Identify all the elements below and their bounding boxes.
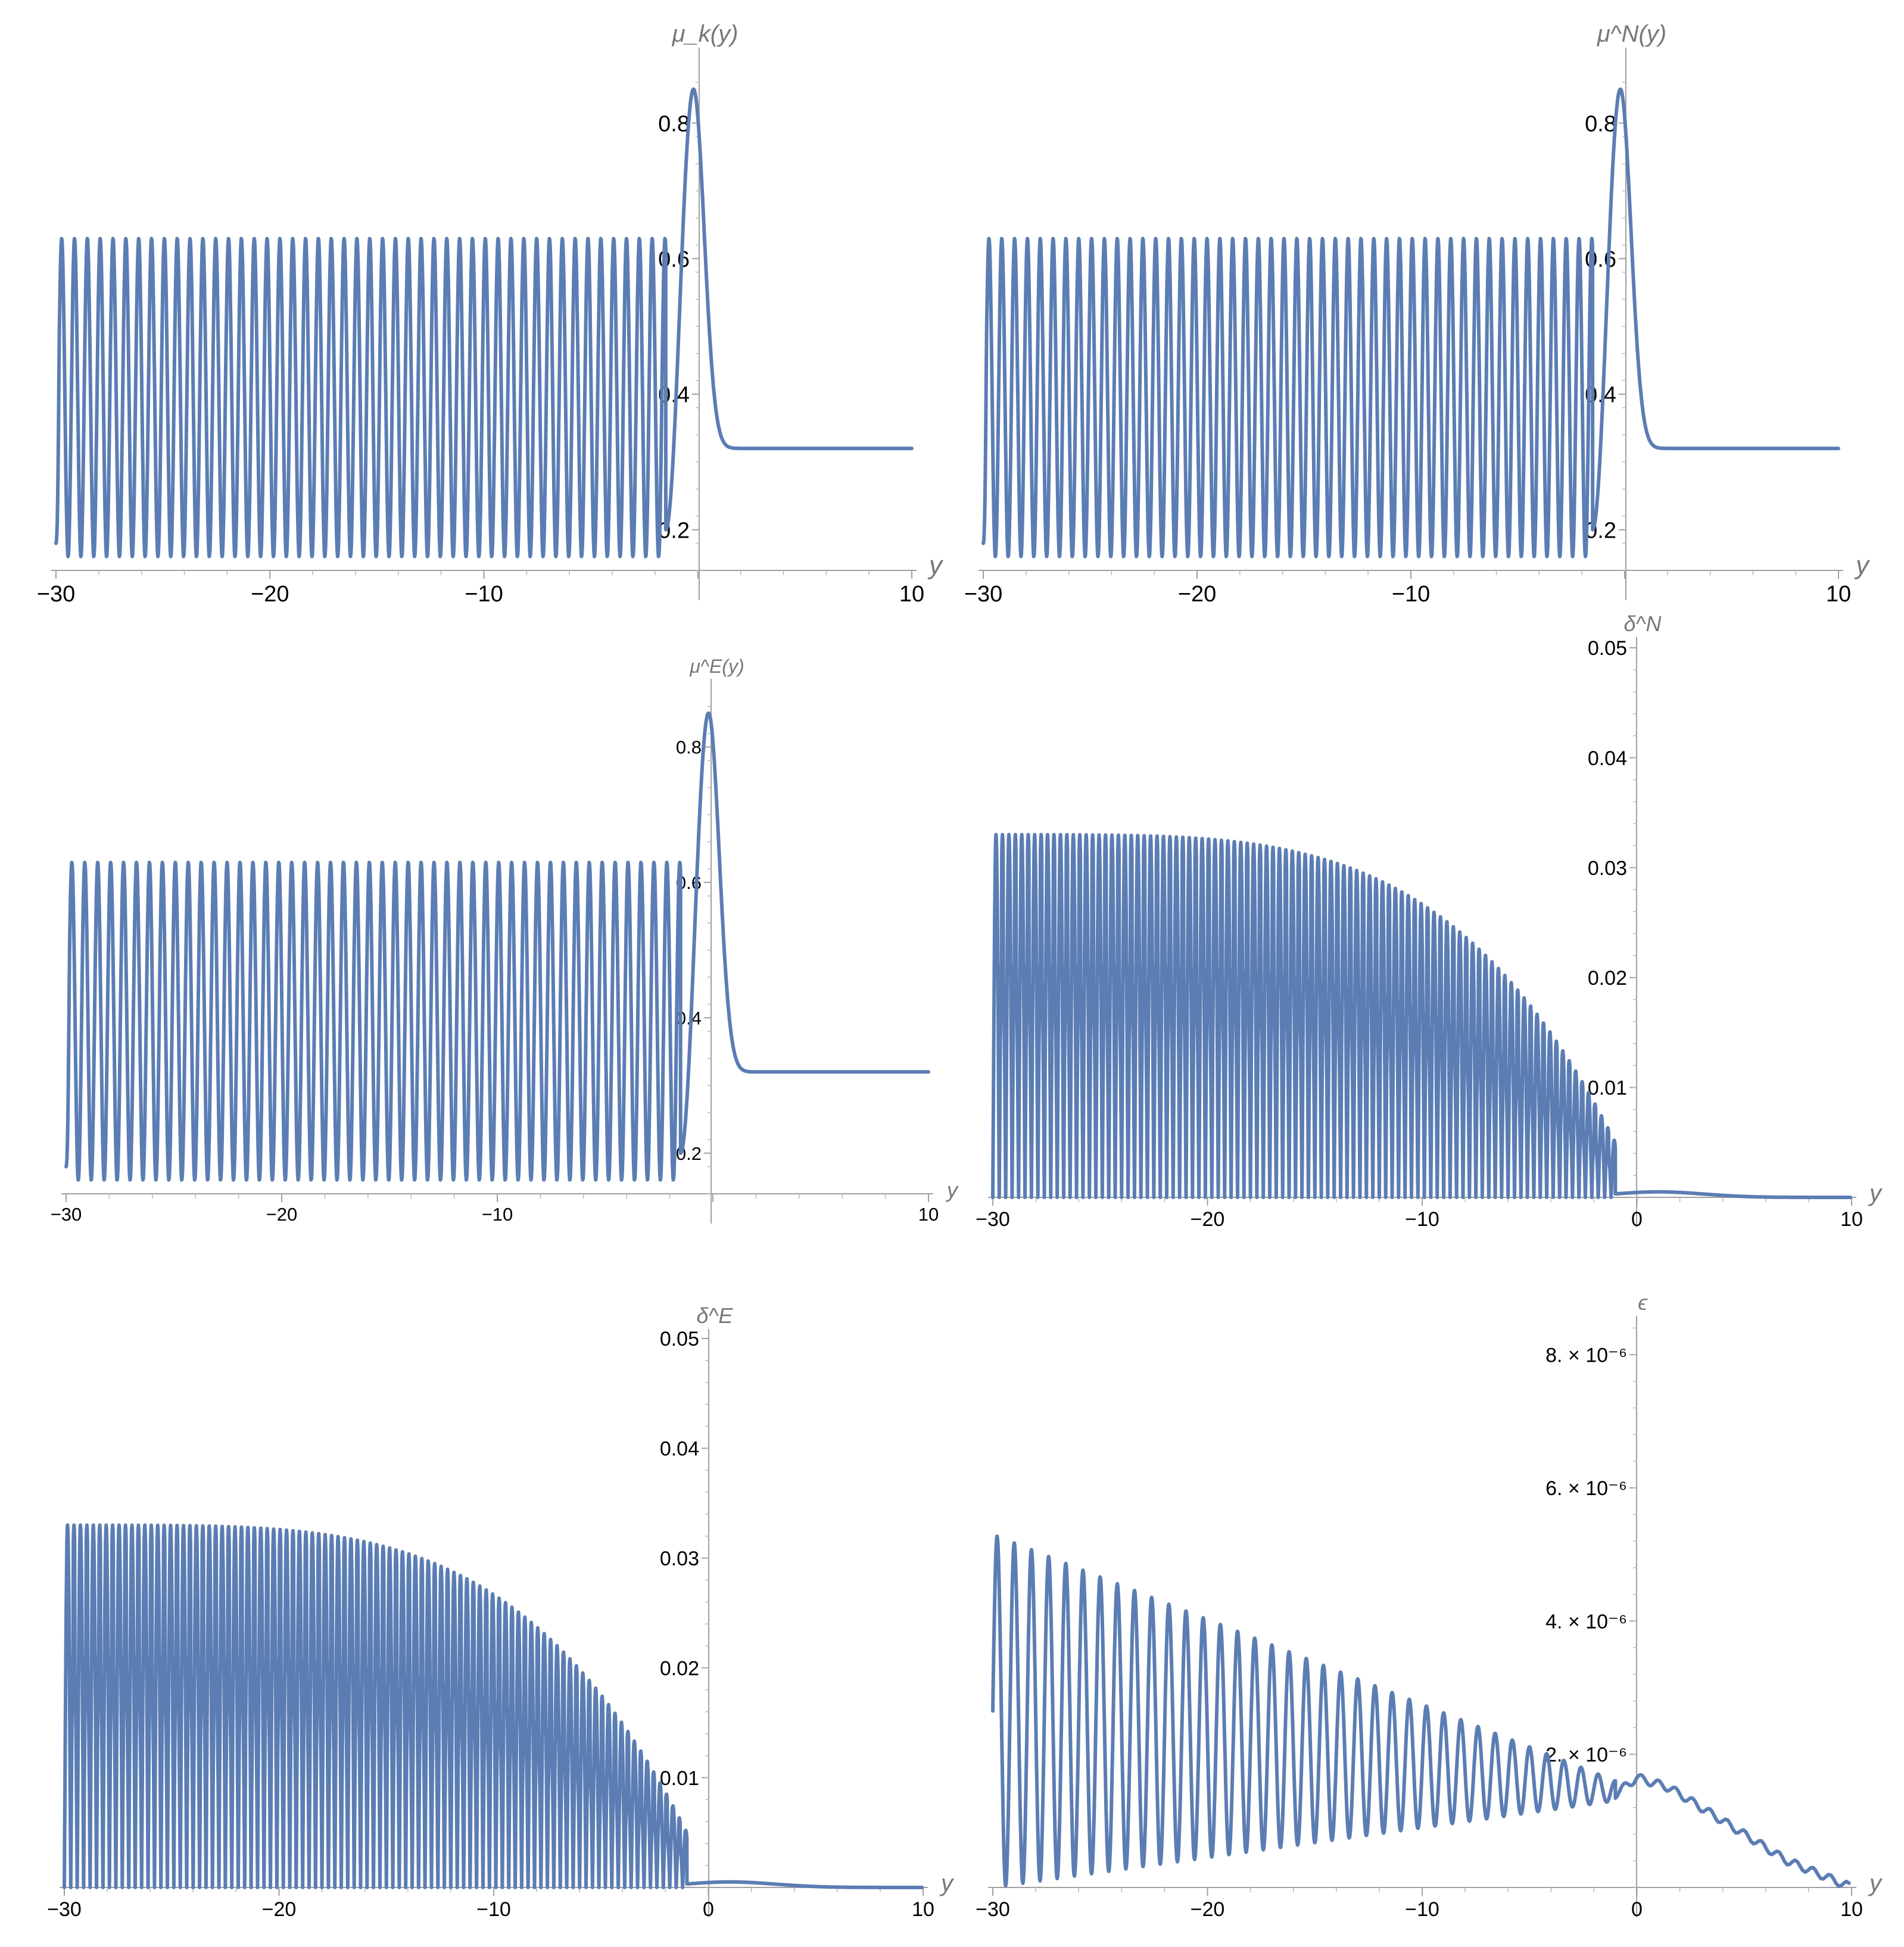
x-axis-label: y (1868, 1870, 1883, 1896)
chart-panel-mu-e: −30 −20 −10 100.20.40.60.8yμ^E(y) (51, 656, 959, 1225)
y-tick-label: 0.8 (1585, 111, 1616, 136)
chart-panel-epsilon: −30 −20 −10 0 10 2. × 10⁻⁶ 4. × 10⁻⁶ 6. × 10⁻⁶ 8… (976, 1290, 1883, 1921)
series-line (63, 1523, 924, 1889)
x-tick-label: 0 (1631, 1208, 1643, 1231)
x-tick-label: −10 (482, 1204, 513, 1225)
x-axis-label: y (927, 551, 944, 580)
x-tick-label: −30 (976, 1898, 1010, 1921)
x-tick-label: −20 (251, 582, 289, 607)
y-axis-label: μ^N(y) (1597, 21, 1666, 47)
y-tick-label: 0.02 (660, 1657, 699, 1680)
x-tick-label: −10 (465, 582, 503, 607)
x-tick-label: −30 (37, 582, 75, 607)
x-tick-label: −20 (1191, 1208, 1225, 1231)
y-tick-label: 0.05 (1588, 637, 1627, 660)
x-tick-label: −10 (476, 1898, 511, 1921)
x-axis-label: y (1868, 1180, 1883, 1206)
y-axis-label: δ^E (697, 1303, 734, 1328)
x-tick-label: −30 (51, 1204, 82, 1225)
y-axis-label: δ^N (1624, 611, 1662, 636)
y-tick-label: 0.04 (1588, 747, 1627, 770)
y-tick-label: 0.8 (658, 111, 690, 136)
series-line (54, 87, 914, 558)
y-tick-label: 0.02 (1588, 967, 1627, 990)
x-tick-label: 10 (1840, 1208, 1863, 1231)
x-tick-label: −10 (1392, 582, 1430, 607)
y-tick-label: 0.8 (676, 737, 702, 758)
chart-panel-mu-n: −30 −20 −10 100.20.40.60.8yμ^N(y) (964, 21, 1871, 607)
x-tick-label: −10 (1405, 1898, 1439, 1921)
x-axis-label: y (939, 1870, 955, 1896)
x-tick-label: 10 (899, 582, 924, 607)
y-tick-label: 6. × 10⁻⁶ (1545, 1477, 1627, 1500)
x-tick-label: −20 (266, 1204, 298, 1225)
y-tick-label: 0.01 (1588, 1077, 1627, 1100)
x-tick-label: −30 (976, 1208, 1010, 1231)
x-tick-label: −20 (262, 1898, 297, 1921)
series-line (981, 87, 1840, 558)
x-axis-label: y (945, 1178, 959, 1202)
series-line (64, 711, 930, 1182)
chart-panel-delta-e: −30 −20 −10 0 10 0.01 0.02 0.03 0.04 0.05 y δ^E (47, 1303, 955, 1921)
x-tick-label: 0 (703, 1898, 714, 1921)
y-axis-label: μ_k(y) (672, 21, 738, 47)
y-axis-label: μ^E(y) (689, 656, 744, 677)
y-tick-label: 8. × 10⁻⁶ (1545, 1344, 1627, 1366)
y-tick-label: 0.2 (1585, 518, 1616, 543)
y-tick-label: 4. × 10⁻⁶ (1545, 1611, 1627, 1633)
x-tick-label: −20 (1178, 582, 1216, 607)
x-tick-label: 10 (912, 1898, 934, 1921)
y-tick-label: 2. × 10⁻⁶ (1545, 1744, 1627, 1767)
y-tick-label: 0.01 (660, 1767, 699, 1790)
x-tick-label: −30 (47, 1898, 82, 1921)
y-tick-label: 0.05 (660, 1328, 699, 1350)
x-tick-label: 0 (1631, 1898, 1643, 1921)
y-tick-label: 0.03 (1588, 857, 1627, 879)
y-axis-label: ϵ (1638, 1290, 1648, 1315)
x-tick-label: −10 (1405, 1208, 1439, 1231)
x-tick-label: 10 (918, 1204, 939, 1225)
chart-panel-delta-n: −30 −20 −10 0 10 0.01 0.02 0.03 0.04 0.05 y δ^N (976, 611, 1883, 1231)
y-tick-label: 0.04 (660, 1438, 699, 1461)
y-tick-label: 0.03 (660, 1547, 699, 1570)
x-tick-label: 10 (1840, 1898, 1863, 1921)
chart-panel-mu-k: −30 −20 −10 100.20.40.60.8yμ_k(y) (37, 21, 944, 607)
y-tick-label: 0.2 (658, 518, 690, 543)
series-line (991, 832, 1853, 1199)
x-tick-label: 10 (1826, 582, 1851, 607)
series-line (991, 1534, 1851, 1888)
x-tick-label: −30 (964, 582, 1002, 607)
x-tick-label: −20 (1191, 1898, 1225, 1921)
x-axis-label: y (1854, 551, 1871, 580)
